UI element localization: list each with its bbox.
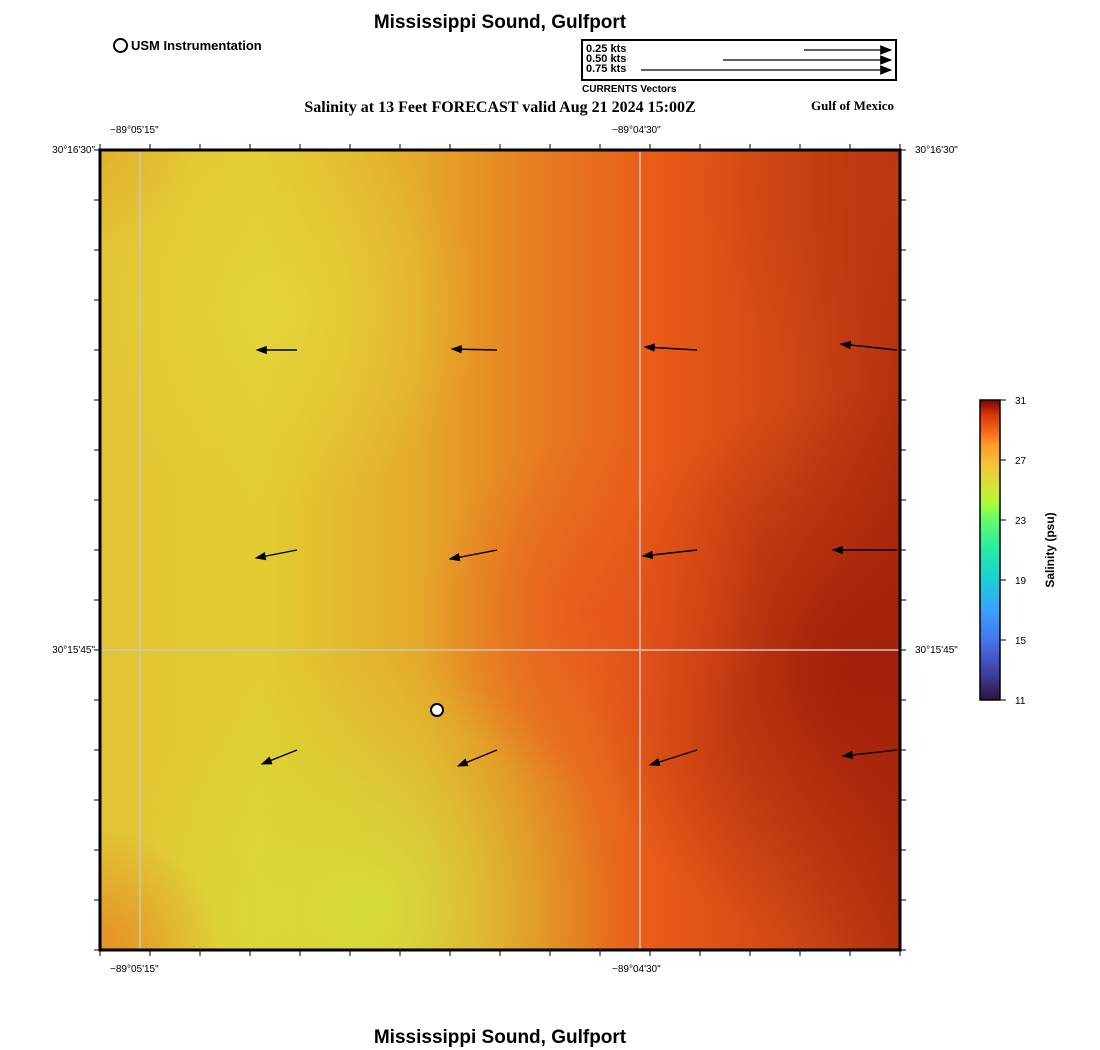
vector-r2-c1 [254, 549, 298, 561]
current-vectors [254, 340, 898, 767]
vector-r1-c2 [450, 345, 498, 354]
station-marker-icon [113, 38, 128, 53]
vector-r3-c1 [260, 749, 298, 765]
lat-label-left-2: 30°15'45" [52, 645, 95, 656]
footer-title: Mississippi Sound, Gulfport [373, 1027, 627, 1048]
lat-label-left-1: 30°16'30" [52, 145, 95, 156]
colorbar-tick-label: 19 [1015, 576, 1027, 587]
colorbar-tick-label: 15 [1015, 636, 1027, 647]
lon-label-top-2: −89°04'30" [612, 125, 661, 136]
legend-label-050: 0.50 kts [586, 53, 627, 65]
usm-station-marker[interactable] [430, 703, 444, 717]
vector-r2-c2 [448, 549, 498, 562]
map-subtitle: Salinity at 13 Feet FORECAST valid Aug 2… [304, 99, 696, 116]
axis-ticks [94, 144, 906, 956]
colorbar-tick-label: 23 [1015, 516, 1027, 527]
colorbar-tick-label: 11 [1015, 696, 1026, 707]
vector-r1-c3 [643, 343, 698, 352]
vector-r3-c2 [456, 749, 498, 767]
lon-label-top-1: −89°05'15" [110, 125, 159, 136]
region-label: Gulf of Mexico [811, 98, 895, 113]
colorbar-tick-label: 31 [1015, 396, 1027, 407]
vector-legend: 0.25 kts 0.50 kts 0.75 kts [581, 39, 897, 81]
vector-r1-c4 [839, 340, 898, 351]
legend-label-025: 0.25 kts [586, 43, 627, 55]
colorbar-tick-label: 27 [1015, 456, 1027, 467]
lon-label-bottom-1: −89°05'15" [110, 964, 159, 975]
legend-label-075: 0.75 kts [586, 63, 627, 75]
station-legend-label: USM Instrumentation [131, 38, 262, 53]
salinity-colorbar: 31 27 23 19 15 11 [979, 396, 1027, 707]
lat-label-right-2: 30°15'45" [915, 645, 958, 656]
vector-r2-c3 [641, 549, 698, 560]
vector-r3-c3 [648, 749, 698, 767]
station-legend: USM Instrumentation [113, 38, 262, 53]
vector-r3-c4 [841, 749, 898, 760]
salinity-map[interactable] [90, 140, 910, 960]
map-title: Mississippi Sound, Gulfport [373, 12, 627, 33]
lon-label-bottom-2: −89°04'30" [612, 964, 661, 975]
colorbar-label: Salinity (psu) [1043, 512, 1057, 588]
vector-legend-caption: CURRENTS Vectors [582, 84, 677, 95]
graticule [100, 150, 900, 950]
lat-label-right-1: 30°16'30" [915, 145, 958, 156]
